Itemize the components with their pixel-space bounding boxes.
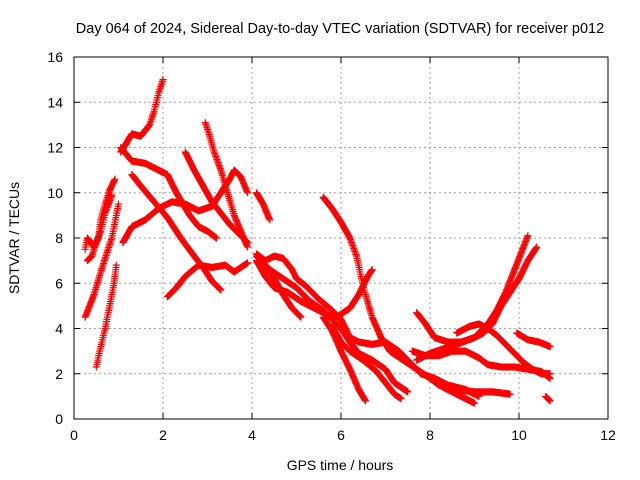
data-point: [533, 243, 541, 251]
y-tick-label: 4: [55, 321, 63, 337]
x-tick-label: 8: [426, 427, 434, 443]
data-point: [244, 243, 252, 251]
data-point: [524, 232, 532, 240]
y-tick-label: 2: [55, 366, 63, 382]
data-point: [404, 388, 412, 396]
chart-title: Day 064 of 2024, Sidereal Day-to-day VTE…: [76, 21, 604, 37]
data-point: [112, 261, 120, 269]
data-point: [159, 76, 167, 84]
data-point: [244, 259, 252, 267]
data-point: [297, 313, 305, 321]
x-tick-label: 6: [337, 427, 345, 443]
y-tick-label: 10: [47, 185, 63, 201]
y-tick-label: 14: [47, 94, 63, 110]
y-tick-label: 0: [55, 411, 63, 427]
x-axis-label: GPS time / hours: [287, 457, 394, 473]
x-tick-label: 2: [159, 427, 167, 443]
axis-ticks: 0 2 4 6 8 10 12 0 2 4 6 8 10 12 14 16: [47, 49, 616, 443]
data-point: [546, 397, 554, 405]
y-axis-label: SDTVAR / TECUs: [6, 182, 22, 294]
data-point: [266, 216, 274, 224]
data-point: [108, 191, 116, 199]
data-point: [212, 234, 220, 242]
y-tick-label: 6: [55, 275, 63, 291]
data-point: [115, 200, 122, 208]
x-tick-label: 4: [248, 427, 256, 443]
data-point: [546, 370, 554, 378]
y-tick-label: 16: [47, 49, 63, 65]
y-tick-label: 12: [47, 140, 63, 156]
data-point: [546, 343, 554, 351]
data-point: [217, 286, 225, 294]
y-tick-label: 8: [55, 230, 63, 246]
data-point: [506, 390, 514, 398]
data-point: [361, 397, 369, 405]
data-point: [471, 399, 478, 407]
data-marks: [81, 76, 554, 407]
x-tick-label: 10: [511, 427, 527, 443]
data-point: [111, 175, 119, 183]
data-point: [368, 266, 376, 274]
data-point: [244, 189, 252, 197]
x-tick-label: 0: [70, 427, 78, 443]
data-point: [397, 395, 405, 403]
x-tick-label: 12: [600, 427, 616, 443]
